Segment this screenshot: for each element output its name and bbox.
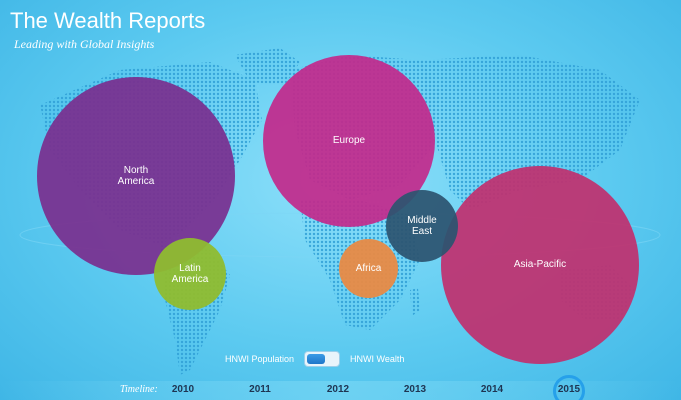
timeline-year-2011[interactable]: 2011: [249, 384, 271, 395]
toggle-left-label[interactable]: HNWI Population: [225, 354, 295, 364]
bubble-middle-east-label: Middle East: [407, 215, 436, 238]
timeline-year-2012[interactable]: 2012: [326, 384, 350, 395]
bubble-middle-east-label-line: East: [411, 226, 432, 237]
page-subtitle: Leading with Global Insights: [14, 37, 155, 51]
bubble-latin-america-label-line: Latin: [179, 262, 201, 274]
timeline-label: Timeline:: [120, 384, 158, 395]
timeline-year-2013[interactable]: 2013: [403, 384, 427, 395]
bubble-africa-label: Africa: [355, 262, 382, 274]
metric-toggle-switch[interactable]: [304, 351, 341, 367]
toggle-right-label[interactable]: HNWI Wealth: [350, 354, 405, 364]
bubble-asia-pacific-label: Asia-Pacific: [513, 259, 567, 271]
bubble-europe-label: Europe: [332, 135, 366, 147]
timeline-year-2010[interactable]: 2010: [171, 384, 195, 395]
bubble-north-america-label-line: North: [123, 164, 149, 176]
bubble-latin-america-label: Latin America: [172, 263, 209, 286]
timeline-year-2014[interactable]: 2014: [480, 384, 504, 395]
metric-toggle-row: HNWI Population HNWI Wealth: [225, 350, 404, 368]
bubble-north-america-label-line: America: [117, 176, 155, 187]
bubble-north-america-label: North America: [118, 165, 155, 188]
timeline-bar: [0, 381, 681, 400]
bubble-africa[interactable]: Africa: [339, 239, 398, 298]
bubble-asia-pacific[interactable]: Asia-Pacific: [441, 166, 639, 364]
bubble-middle-east-label-line: Middle: [407, 214, 437, 226]
bubble-latin-america[interactable]: Latin America: [154, 238, 226, 310]
bubble-latin-america-label-line: America: [171, 274, 209, 285]
toggle-knob[interactable]: [307, 354, 326, 364]
bubble-middle-east[interactable]: Middle East: [386, 190, 458, 262]
timeline-year-2015[interactable]: 2015: [549, 375, 589, 400]
page-title: The Wealth Reports: [10, 8, 206, 33]
